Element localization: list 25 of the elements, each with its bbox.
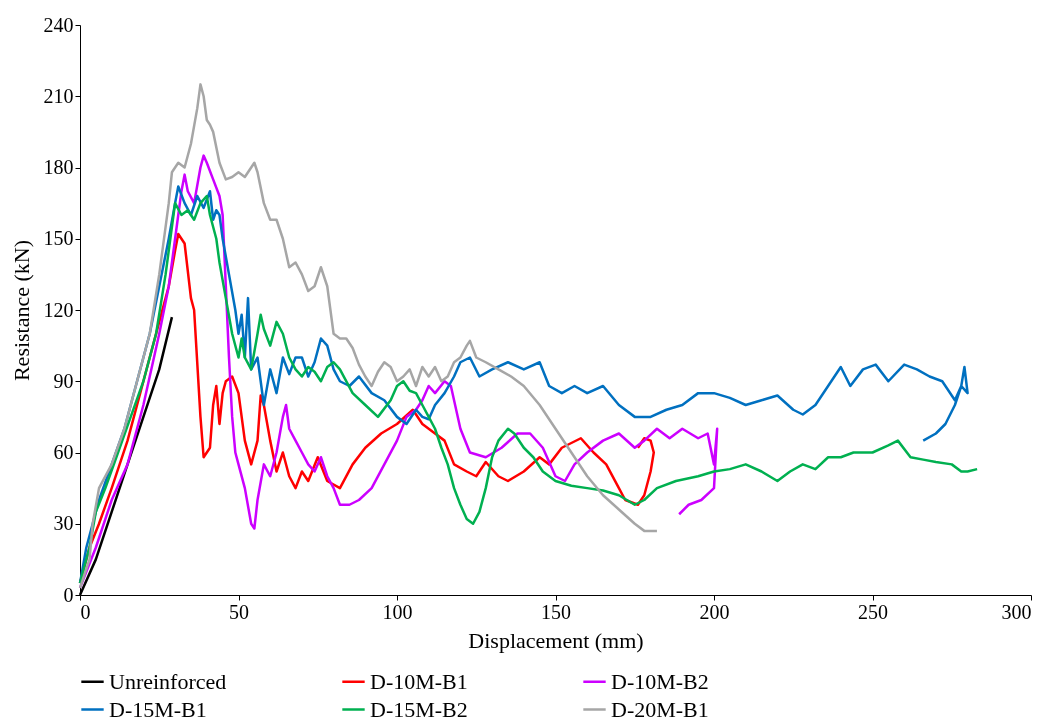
y-tick-label: 90 — [53, 369, 74, 392]
y-tick-label: 150 — [43, 227, 74, 250]
y-axis-title: Resistance (kN) — [8, 239, 34, 382]
legend-label: Unreinforced — [109, 668, 227, 694]
x-tick-label: 0 — [80, 600, 91, 623]
legend-label: D-10M-B2 — [611, 668, 709, 694]
y-tick-label: 30 — [53, 512, 74, 535]
y-tick-label: 60 — [53, 441, 74, 463]
legend-label: D-10M-B1 — [370, 668, 468, 694]
y-tick-label: 0 — [63, 583, 74, 606]
x-tick-label: 200 — [699, 600, 730, 623]
y-tick-label: 240 — [43, 13, 74, 36]
x-axis-title: Displacement (mm) — [468, 627, 644, 653]
x-tick-label: 250 — [858, 600, 888, 623]
x-tick-label: 150 — [541, 600, 571, 623]
y-tick-label: 210 — [43, 84, 74, 107]
x-tick-label: 300 — [1001, 600, 1032, 623]
line-series — [78, 83, 659, 590]
x-tick-label: 50 — [229, 600, 249, 623]
y-tick-label: 120 — [43, 298, 74, 321]
y-tick-label: 180 — [43, 156, 74, 178]
legend-label: D-20M-B1 — [611, 696, 709, 722]
x-tick-label: 100 — [382, 600, 413, 623]
legend-label: D-15M-B1 — [109, 696, 207, 722]
legend-label: D-15M-B2 — [370, 696, 468, 722]
